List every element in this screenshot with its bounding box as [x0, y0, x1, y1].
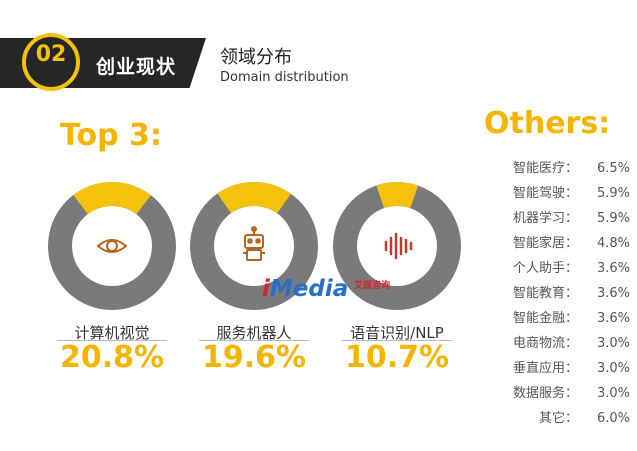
donut-value-service-robot: 19.6%	[201, 340, 307, 375]
donut-arc	[333, 182, 461, 310]
badge-circle	[22, 33, 80, 91]
others-label: 智能家居：	[512, 236, 578, 251]
others-label: 智能驾驶：	[512, 186, 578, 201]
others-value: 5.9%	[596, 186, 630, 201]
list-item: 智能家居： 4.8%	[470, 231, 630, 256]
others-label: 智能金融：	[512, 311, 578, 326]
others-value: 3.0%	[596, 336, 630, 351]
badge-label: 创业现状	[96, 56, 177, 78]
donut-label-service-robot: 服务机器人	[216, 324, 292, 342]
watermark-brand-i: i	[262, 276, 270, 302]
others-label: 机器学习：	[512, 211, 578, 226]
others-label: 智能教育：	[512, 286, 578, 301]
donut-chart-computer-vision	[48, 182, 176, 310]
others-list: 智能医疗： 6.5% 智能驾驶： 5.9% 机器学习： 5.9% 智能家居： 4.8% …	[470, 156, 630, 431]
donut-divider	[199, 340, 309, 341]
others-label: 垂直应用：	[512, 361, 578, 376]
list-item: 垂直应用： 3.0%	[470, 356, 630, 381]
list-item: 机器学习： 5.9%	[470, 206, 630, 231]
others-value: 3.0%	[596, 386, 630, 401]
others-label: 个人助手：	[512, 261, 578, 276]
list-item: 智能驾驶： 5.9%	[470, 181, 630, 206]
section-subtitle: Domain distribution	[220, 70, 349, 85]
others-value: 6.5%	[596, 161, 630, 176]
list-item: 数据服务： 3.0%	[470, 381, 630, 406]
badge-number: 02	[35, 42, 67, 67]
others-value: 3.0%	[596, 361, 630, 376]
others-title: Others:	[484, 106, 611, 141]
donut-divider	[57, 340, 167, 341]
donut-divider	[342, 340, 452, 341]
donut-label-speech-nlp: 语音识别/NLP	[350, 324, 444, 342]
list-item: 个人助手： 3.6%	[470, 256, 630, 281]
list-item: 智能金融： 3.6%	[470, 306, 630, 331]
list-item: 电商物流： 3.0%	[470, 331, 630, 356]
robot-icon	[243, 226, 265, 261]
others-value: 3.6%	[596, 311, 630, 326]
section-title: 领域分布	[220, 47, 292, 68]
watermark-cn: 艾媒咨询	[354, 281, 391, 291]
others-value: 3.6%	[596, 261, 630, 276]
list-item: 智能医疗： 6.5%	[470, 156, 630, 181]
donut-ring	[48, 182, 176, 310]
soundwave-icon	[384, 232, 413, 260]
donut-value-speech-nlp: 10.7%	[344, 340, 450, 375]
donut-chart-speech-nlp	[333, 182, 461, 310]
donut-arc	[48, 182, 176, 310]
others-value: 5.9%	[596, 211, 630, 226]
others-label: 其它：	[538, 411, 578, 426]
list-item: 智能教育： 3.6%	[470, 281, 630, 306]
others-label: 数据服务：	[512, 386, 578, 401]
donut-arc	[190, 182, 318, 310]
donut-value-computer-vision: 20.8%	[59, 340, 165, 375]
top3-title: Top 3:	[60, 118, 162, 153]
eye-icon	[96, 239, 128, 253]
list-item: 其它： 6.0%	[470, 406, 630, 431]
others-label: 智能医疗：	[512, 161, 578, 176]
others-value: 6.0%	[596, 411, 630, 426]
watermark-brand-media: Media	[269, 276, 349, 302]
others-value: 3.6%	[596, 286, 630, 301]
donut-chart-service-robot	[190, 182, 318, 310]
others-value: 4.8%	[596, 236, 630, 251]
imedia-watermark-logo: iMedia 艾媒咨询	[262, 276, 390, 304]
others-label: 电商物流：	[512, 336, 578, 351]
donut-label-computer-vision: 计算机视觉	[74, 324, 150, 342]
